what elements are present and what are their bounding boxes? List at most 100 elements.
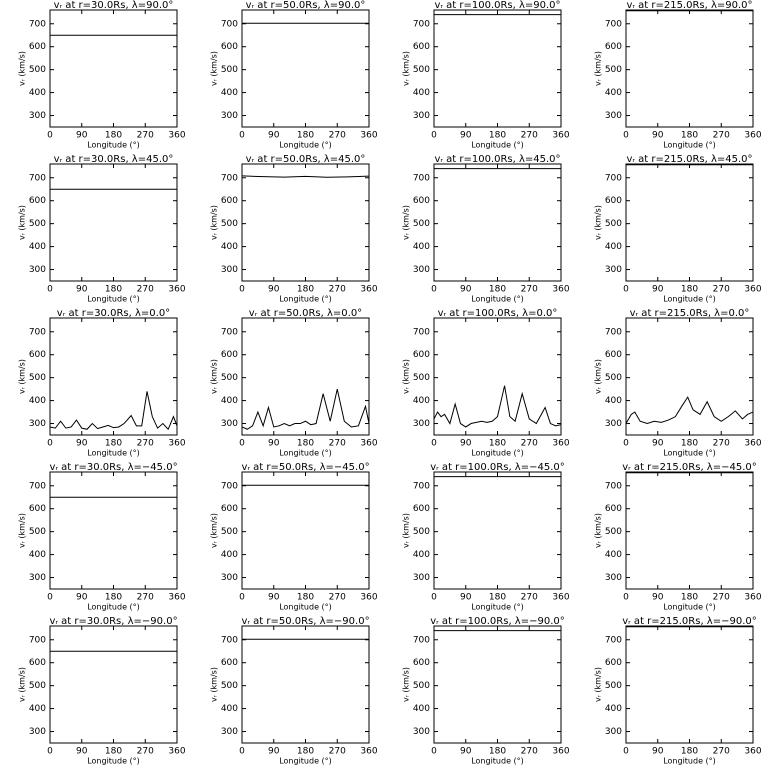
data-line [625,396,754,425]
x-tick-label: 360 [744,439,761,449]
x-tick-label: 360 [360,131,377,141]
x-tick-label: 180 [297,439,314,449]
x-tick-label: 90 [460,747,472,757]
y-tick-label: 300 [605,111,622,121]
chart-title: vᵣ at r=100.0Rs, λ=0.0° [438,308,558,319]
y-tick-label: 600 [605,504,622,514]
x-tick-label: 0 [239,439,245,449]
chart-title: vᵣ at r=100.0Rs, λ=90.0° [434,0,560,11]
x-tick-label: 0 [623,439,629,449]
plot-frame [241,9,370,128]
x-tick-label: 90 [76,131,88,141]
y-tick-label: 500 [221,527,238,537]
y-tick-label: 300 [29,573,46,583]
x-tick-label: 360 [744,131,761,141]
y-tick-label: 700 [413,481,430,491]
chart-title: vᵣ at r=215.0Rs, λ=−45.0° [622,462,757,473]
y-tick-label: 400 [221,242,238,252]
y-tick-label: 300 [413,265,430,275]
chart-title: vᵣ at r=30.0Rs, λ=0.0° [57,308,170,319]
y-tick-label: 700 [605,327,622,337]
y-tick-label: 600 [221,350,238,360]
chart-title: vᵣ at r=50.0Rs, λ=0.0° [249,308,362,319]
y-tick-label: 600 [221,42,238,52]
x-axis-label: Longitude (°) [471,449,524,458]
x-axis-label: Longitude (°) [279,603,332,612]
y-tick-label: 400 [413,550,430,560]
y-tick-label: 400 [413,88,430,98]
plot-frame [49,471,178,590]
x-tick-label: 0 [431,285,437,295]
y-tick-label: 600 [605,350,622,360]
x-tick-label: 0 [47,131,53,141]
x-axis-label: Longitude (°) [663,757,716,766]
y-tick-label: 700 [605,635,622,645]
y-axis-label: vᵣ (km/s) [402,667,411,702]
x-tick-label: 0 [623,593,629,603]
x-tick-label: 90 [652,593,664,603]
plot-frame [241,471,370,590]
x-tick-label: 90 [76,747,88,757]
x-tick-label: 180 [489,593,506,603]
x-tick-label: 270 [521,131,538,141]
y-tick-label: 500 [605,219,622,229]
plot-frame [49,163,178,282]
y-tick-label: 300 [413,419,430,429]
chart-title: vᵣ at r=50.0Rs, λ=45.0° [246,154,366,165]
x-tick-label: 180 [105,131,122,141]
chart-title: vᵣ at r=100.0Rs, λ=45.0° [434,154,560,165]
y-tick-label: 500 [413,65,430,75]
x-tick-label: 360 [168,285,185,295]
y-tick-label: 400 [413,396,430,406]
plot-frame [49,9,178,128]
x-tick-label: 0 [623,747,629,757]
x-tick-label: 360 [360,285,377,295]
x-tick-label: 360 [168,439,185,449]
x-tick-label: 0 [47,285,53,295]
x-axis-label: Longitude (°) [87,757,140,766]
plot-frame [625,317,754,436]
y-tick-label: 600 [221,196,238,206]
x-tick-label: 180 [489,439,506,449]
y-tick-label: 300 [413,111,430,121]
x-axis-label: Longitude (°) [663,141,716,150]
y-axis-label: vᵣ (km/s) [210,51,219,86]
y-axis-label: vᵣ (km/s) [594,205,603,240]
y-tick-label: 600 [413,504,430,514]
chart-title: vᵣ at r=30.0Rs, λ=−45.0° [49,462,177,473]
x-axis-label: Longitude (°) [663,449,716,458]
y-tick-label: 300 [413,727,430,737]
x-tick-label: 90 [268,439,280,449]
plot-frame [433,163,562,282]
y-tick-label: 300 [221,265,238,275]
x-axis-label: Longitude (°) [279,449,332,458]
x-tick-label: 90 [652,285,664,295]
y-tick-label: 700 [221,327,238,337]
chart-title: vᵣ at r=100.0Rs, λ=−45.0° [430,462,565,473]
y-tick-label: 500 [605,65,622,75]
chart-title: vᵣ at r=215.0Rs, λ=−90.0° [622,616,757,627]
plot-frame [241,317,370,436]
y-tick-label: 600 [29,658,46,668]
x-tick-label: 180 [297,593,314,603]
x-tick-label: 270 [521,747,538,757]
y-tick-label: 400 [221,550,238,560]
x-axis-label: Longitude (°) [471,141,524,150]
x-axis-label: Longitude (°) [663,603,716,612]
plot-frame [433,625,562,744]
y-tick-label: 300 [605,265,622,275]
x-tick-label: 360 [360,439,377,449]
x-tick-label: 360 [552,593,569,603]
y-tick-label: 500 [29,219,46,229]
x-tick-label: 0 [239,131,245,141]
x-tick-label: 360 [168,593,185,603]
x-tick-label: 0 [239,747,245,757]
x-tick-label: 270 [713,131,730,141]
x-tick-label: 0 [431,131,437,141]
y-axis-label: vᵣ (km/s) [594,51,603,86]
y-tick-label: 700 [413,173,430,183]
x-axis-label: Longitude (°) [471,603,524,612]
x-tick-label: 90 [268,747,280,757]
x-tick-label: 180 [489,747,506,757]
y-tick-label: 600 [29,196,46,206]
